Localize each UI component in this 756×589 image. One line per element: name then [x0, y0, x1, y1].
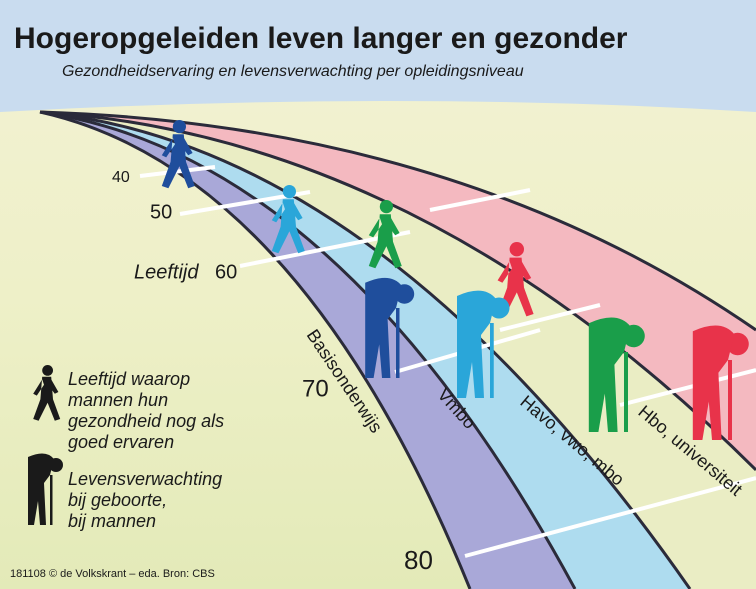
head: [379, 200, 393, 214]
legend-text: bij geboorte,: [68, 490, 167, 510]
walking-figure: [33, 365, 61, 421]
elderly-figure: [457, 290, 510, 398]
head: [42, 365, 53, 376]
age-line: [139, 165, 216, 178]
body: [271, 199, 305, 254]
sky: [0, 0, 756, 112]
body: [161, 134, 195, 189]
legend-text: Leeftijd waarop: [68, 369, 190, 389]
lane-border: [39, 110, 577, 589]
age-line: [619, 368, 756, 407]
lane-border: [39, 110, 692, 589]
age-line: [499, 303, 601, 332]
body: [28, 453, 54, 525]
legend-text: goed ervaren: [68, 432, 174, 452]
elderly-figure: [692, 325, 749, 440]
age-label: 40: [112, 169, 130, 186]
title: Hogeropgeleiden leven langer en gezonder: [14, 22, 628, 55]
body: [588, 317, 631, 432]
age-line: [464, 476, 756, 558]
body: [692, 325, 735, 440]
cane: [396, 308, 400, 378]
age-label: 60: [215, 261, 237, 283]
cane: [490, 323, 494, 398]
footer: 181108 © de Volkskrant – eda. Bron: CBS: [10, 568, 215, 580]
legend-text: gezondheid nog als: [68, 411, 224, 431]
cane: [624, 352, 628, 432]
age-label: 50: [150, 201, 172, 223]
age-line: [429, 188, 531, 212]
body: [33, 376, 61, 421]
elderly-figure: [588, 317, 645, 432]
age-label: 70: [302, 375, 329, 402]
body: [365, 277, 402, 378]
legend-text: bij mannen: [68, 511, 156, 531]
lane-border: [39, 110, 756, 332]
lane: [40, 112, 756, 589]
head: [172, 120, 186, 134]
head: [509, 242, 524, 257]
elderly-figure: [28, 453, 63, 525]
legend-text: Levensverwachting: [68, 469, 222, 489]
cane: [50, 475, 53, 525]
walking-figure: [368, 200, 402, 269]
head: [282, 185, 296, 199]
age-label: 80: [404, 545, 433, 575]
walking-figure: [271, 185, 305, 254]
lane-border: [39, 110, 756, 472]
walking-figure: [161, 120, 195, 189]
subtitle: Gezondheidservaring en levensverwachting…: [62, 63, 524, 80]
figures: [28, 120, 749, 525]
body: [368, 214, 402, 269]
body: [457, 290, 496, 398]
cane: [728, 360, 732, 440]
elderly-figure: [365, 277, 415, 378]
legend-text: mannen hun: [68, 390, 168, 410]
age-caption: Leeftijd: [134, 261, 199, 283]
